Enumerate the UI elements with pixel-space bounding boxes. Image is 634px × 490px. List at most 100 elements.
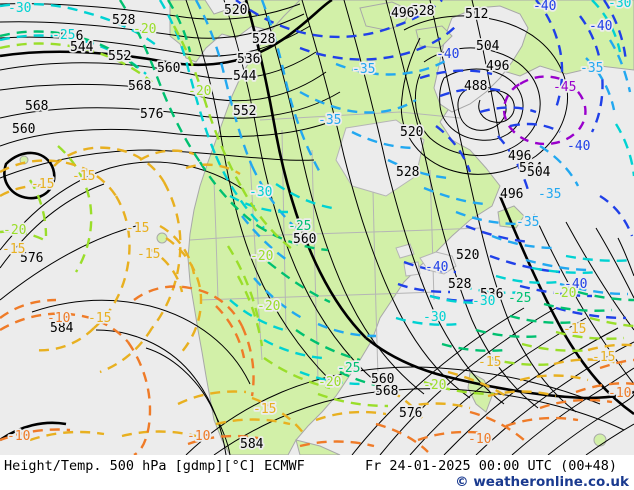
height-contour-label: 528 bbox=[252, 32, 275, 47]
temp-contour-label-halo: -40 bbox=[436, 47, 459, 62]
temp-contour-label-halo: -30 bbox=[423, 310, 446, 325]
temp-contour-label-halo: -15 bbox=[2, 242, 25, 257]
height-contour-label-halo: 488 bbox=[464, 79, 487, 94]
temp-contour-label-halo: -35 bbox=[352, 62, 375, 77]
height-contour-label: 496 bbox=[486, 59, 509, 74]
height-contour-label-halo: 528 bbox=[112, 13, 135, 28]
height-contour-label: 560 bbox=[371, 372, 394, 387]
height-contour-label: 584 bbox=[50, 321, 74, 336]
temp-contour-label: -20 bbox=[318, 375, 341, 390]
height-contour-label: 536 bbox=[480, 287, 503, 302]
height-contour-label: 544 bbox=[233, 69, 257, 84]
temp-contour-label: -35 bbox=[516, 215, 539, 230]
height-contour-label: 488 bbox=[464, 79, 487, 94]
temp-contour-label-halo: -35 bbox=[580, 61, 603, 76]
temp-contour-label-halo: -15 bbox=[478, 355, 501, 370]
temp-contour-label: -20 bbox=[133, 22, 156, 37]
height-contour-label-halo: 536 bbox=[60, 29, 83, 44]
temp-contour-label: -10 bbox=[187, 429, 210, 444]
temp-contour-label: -40 bbox=[533, 0, 556, 14]
height-contour-label: 536 bbox=[60, 29, 83, 44]
temp-contour-label-halo: -30 bbox=[8, 1, 31, 16]
parameter-caption: Height/Temp. 500 hPa [gdmp][°C] ECMWF bbox=[4, 458, 305, 474]
temp-contour-label-halo: -15 bbox=[88, 311, 111, 326]
temp-contour-minus15 bbox=[0, 146, 634, 442]
temp-contour-label-halo: -10 bbox=[187, 429, 210, 444]
height-contour-label: 576 bbox=[399, 406, 422, 421]
height-contour-label-halo: 544 bbox=[70, 40, 94, 55]
height-contour-label: 504 bbox=[527, 165, 551, 180]
height-contour-label-halo: 504 bbox=[476, 39, 500, 54]
height-contour-label-halo: 576 bbox=[399, 406, 422, 421]
temp-contour-label: -40 bbox=[436, 47, 459, 62]
height-contour-label-halo: 496 bbox=[500, 187, 523, 202]
height-contour-label-halo: 560 bbox=[293, 232, 316, 247]
temp-contour-label: -40 bbox=[564, 277, 587, 292]
height-contour-label-halo: 520 bbox=[400, 125, 423, 140]
temp-contour-label-halo: -40 bbox=[425, 260, 448, 275]
temp-contour-label-halo: -40 bbox=[533, 0, 556, 14]
temp-contour-label-halo: -10 bbox=[7, 429, 30, 444]
temp-contour-label: -40 bbox=[425, 260, 448, 275]
temp-contour-label: -15 bbox=[72, 169, 95, 184]
temp-contour-label: -15 bbox=[253, 402, 276, 417]
temp-contour-label-halo: -30 bbox=[249, 185, 272, 200]
temp-contour-label: -10 bbox=[608, 386, 631, 401]
height-contour-label: 504 bbox=[476, 39, 500, 54]
temp-contour-minus25 bbox=[0, 0, 634, 392]
temp-contour-label-halo: -25 bbox=[508, 291, 531, 306]
temp-contour-minus30 bbox=[0, 0, 634, 386]
height-contour-label: 496 bbox=[391, 6, 414, 21]
temp-contour-label: -35 bbox=[352, 62, 375, 77]
height-contour-label-halo: 560 bbox=[371, 372, 394, 387]
temp-contour-label-halo: -30 bbox=[472, 294, 495, 309]
temp-contour-label: -20 bbox=[250, 249, 273, 264]
footer-bar: Height/Temp. 500 hPa [gdmp][°C] ECMWF Fr… bbox=[0, 455, 634, 490]
temp-contour-label: -25 bbox=[337, 361, 360, 376]
temp-contour-minus35 bbox=[194, 0, 632, 338]
height-contour-label-halo: 496 bbox=[486, 59, 509, 74]
height-contour-label: 552 bbox=[108, 49, 131, 64]
height-contour-label-halo: 568 bbox=[375, 384, 398, 399]
temp-contour-label: -35 bbox=[580, 61, 603, 76]
temp-contour-minus10 bbox=[0, 285, 634, 455]
height-contour-label: 560 bbox=[293, 232, 316, 247]
height-contour-label-halo: 536 bbox=[237, 52, 260, 67]
temp-contour-label-halo: -20 bbox=[553, 286, 576, 301]
temp-contour-label: -30 bbox=[249, 185, 272, 200]
height-contour-label-halo: 528 bbox=[448, 277, 471, 292]
height-contour-label: 568 bbox=[128, 79, 151, 94]
land-layer bbox=[19, 0, 634, 455]
site-credit[interactable]: © weatheronline.co.uk bbox=[455, 474, 629, 490]
temp-contour-label-halo: -15 bbox=[31, 177, 54, 192]
map-canvas[interactable]: 528 528 536 536 544 544 552 552 560 560 568 568 568 5… bbox=[0, 0, 634, 455]
temp-contour-label-halo: -25 bbox=[52, 28, 75, 43]
height-contour-label: 576 bbox=[20, 251, 43, 266]
height-contour-label: 560 bbox=[157, 61, 180, 76]
height-contour-label: 528 bbox=[448, 277, 471, 292]
temp-contour-label: -30 bbox=[8, 1, 31, 16]
temp-contour-label: -20 bbox=[257, 299, 280, 314]
temp-contour-label-halo: -15 bbox=[126, 221, 149, 236]
temp-contour-label-halo: -20 bbox=[318, 375, 341, 390]
temp-contour-label: -20 bbox=[188, 84, 211, 99]
height-contour-label-halo: 560 bbox=[157, 61, 180, 76]
temp-contour-label-halo: -15 bbox=[137, 247, 160, 262]
temp-contour-label: -30 bbox=[423, 310, 446, 325]
temp-contour-label-halo: -40 bbox=[567, 139, 590, 154]
temp-contour-label-halo: -30 bbox=[608, 0, 631, 11]
height-contour-label-halo: 544 bbox=[233, 69, 257, 84]
height-contour-label-halo: 584 bbox=[50, 321, 74, 336]
height-contour-label-halo: 576 bbox=[140, 107, 163, 122]
height-contour-label: 512 bbox=[465, 7, 488, 22]
height-contour-label-halo: 536 bbox=[480, 287, 503, 302]
temp-contour-label-halo: -15 bbox=[253, 402, 276, 417]
temp-contour-label-halo: -10 bbox=[47, 311, 70, 326]
height-contour-label-halo: 496 bbox=[391, 6, 414, 21]
temp-contour-label-halo: -25 bbox=[288, 219, 311, 234]
height-label-group: 5285285365365445445525525605605685685685… bbox=[10, 1, 552, 454]
height-contour-label: 536 bbox=[237, 52, 260, 67]
temp-contour-minus20 bbox=[0, 25, 634, 408]
height-contour-label-halo: 568 bbox=[25, 99, 48, 114]
temp-contour-label: -25 bbox=[52, 28, 75, 43]
